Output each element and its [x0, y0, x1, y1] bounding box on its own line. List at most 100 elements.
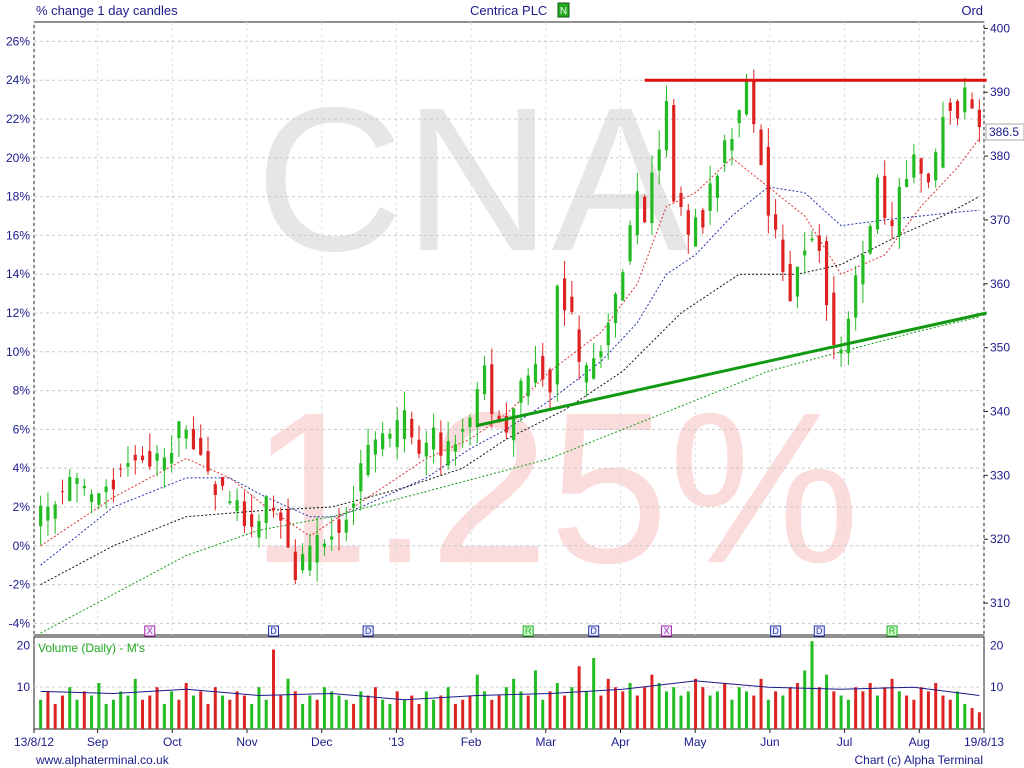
volume-bar	[221, 695, 225, 729]
volume-bar	[424, 691, 428, 729]
event-marker	[144, 625, 156, 637]
left-tick-label: 0%	[13, 539, 31, 553]
volume-bar	[97, 683, 101, 729]
volume-bar	[410, 695, 414, 729]
candle-body	[977, 109, 981, 128]
watermark-change: 1.25%	[250, 367, 860, 608]
candle-body	[381, 433, 385, 450]
left-tick-label: 6%	[13, 422, 31, 436]
volume-bar	[817, 687, 821, 729]
candle-body	[628, 225, 632, 262]
right-tick-label: 310	[990, 596, 1010, 610]
moving-averages	[40, 138, 980, 634]
volume-bar	[82, 691, 86, 729]
event-marker-label: D	[590, 626, 597, 636]
volume-bar	[213, 687, 217, 729]
volume-bar	[228, 699, 232, 729]
right-tick-label: 370	[990, 213, 1010, 227]
volume-bar	[941, 695, 945, 729]
candle-body	[140, 455, 145, 461]
volume-bar	[643, 687, 647, 729]
volume-bar	[133, 678, 137, 729]
volume-bar	[104, 703, 108, 729]
volume-bar	[839, 695, 843, 729]
volume-bar	[977, 712, 981, 729]
volume-bar	[614, 687, 618, 729]
volume-bar	[206, 703, 210, 729]
volume-bar	[242, 695, 246, 729]
candle-body	[490, 364, 494, 415]
chart-left-title: % change 1 day candles	[36, 3, 178, 18]
x-axis: 13/8/12 Sep Oct Nov Dec '13 Feb Mar Apr May Jun Jul…	[14, 729, 1004, 749]
volume-bar	[723, 683, 727, 729]
candle-body	[846, 318, 850, 354]
candle-body	[963, 87, 967, 113]
event-marker-label: D	[816, 626, 823, 636]
volume-bar	[803, 670, 807, 729]
event-marker	[770, 625, 782, 637]
volume-bar	[948, 699, 952, 729]
volume-bar	[854, 687, 858, 729]
candle-body	[832, 292, 836, 345]
volume-bar	[628, 683, 632, 729]
candle-body	[904, 178, 909, 188]
volume-bar	[257, 687, 261, 729]
candle-body	[759, 129, 763, 166]
volume-bar	[235, 691, 239, 729]
candle-body	[104, 486, 108, 493]
volume-bar	[90, 695, 94, 729]
candle-body	[337, 519, 341, 533]
candle-body	[89, 494, 94, 502]
volume-bar	[388, 703, 392, 729]
x-tick-label: Dec	[311, 735, 332, 749]
left-tick-label: -4%	[9, 616, 31, 630]
candle-body	[162, 457, 166, 470]
volume-bar	[846, 699, 850, 729]
volume-bar	[664, 691, 668, 729]
volume-bar	[483, 691, 487, 729]
candle-body	[955, 101, 960, 119]
event-marker-label: D	[772, 626, 779, 636]
volume-bar	[919, 687, 923, 729]
candle-body	[810, 238, 814, 241]
event-marker-label: X	[147, 626, 153, 636]
candle-body	[701, 209, 705, 228]
right-tick-label: 340	[990, 405, 1010, 419]
left-tick-label: -2%	[9, 578, 31, 592]
volume-bar	[526, 695, 530, 729]
left-tick-label: 4%	[13, 461, 31, 475]
right-tick-label: 380	[990, 149, 1010, 163]
candle-body	[111, 479, 116, 490]
candles	[39, 69, 981, 585]
event-marker	[268, 625, 279, 637]
candle-body	[446, 441, 450, 466]
candle-body	[868, 226, 872, 254]
volume-bar	[883, 687, 887, 729]
left-tick-label: 10%	[6, 345, 30, 359]
candle-body	[97, 493, 101, 505]
volume-bar	[715, 691, 719, 729]
volume-bar	[293, 691, 297, 729]
volume-bar	[752, 695, 756, 729]
volume-bar	[308, 695, 312, 729]
volume-bar	[75, 699, 79, 729]
volume-bar	[111, 699, 115, 729]
volume-bar	[737, 687, 741, 729]
candle-body	[155, 453, 159, 461]
volume-bar	[60, 695, 64, 729]
volume-bar	[504, 687, 508, 729]
candle-body	[730, 139, 734, 151]
volume-bar	[512, 678, 516, 729]
center-badge: N	[560, 6, 567, 17]
left-tick-label: 12%	[6, 306, 30, 320]
candle-body	[919, 158, 923, 174]
candle-body	[875, 177, 880, 230]
candle-body	[170, 452, 174, 464]
candle-body	[774, 214, 778, 230]
volume-bar	[191, 695, 195, 729]
volume-bar	[475, 674, 479, 729]
candle-body	[322, 543, 327, 547]
candle-body	[257, 521, 261, 538]
volume-bar	[148, 695, 152, 729]
x-tick-label: '13	[389, 735, 405, 749]
